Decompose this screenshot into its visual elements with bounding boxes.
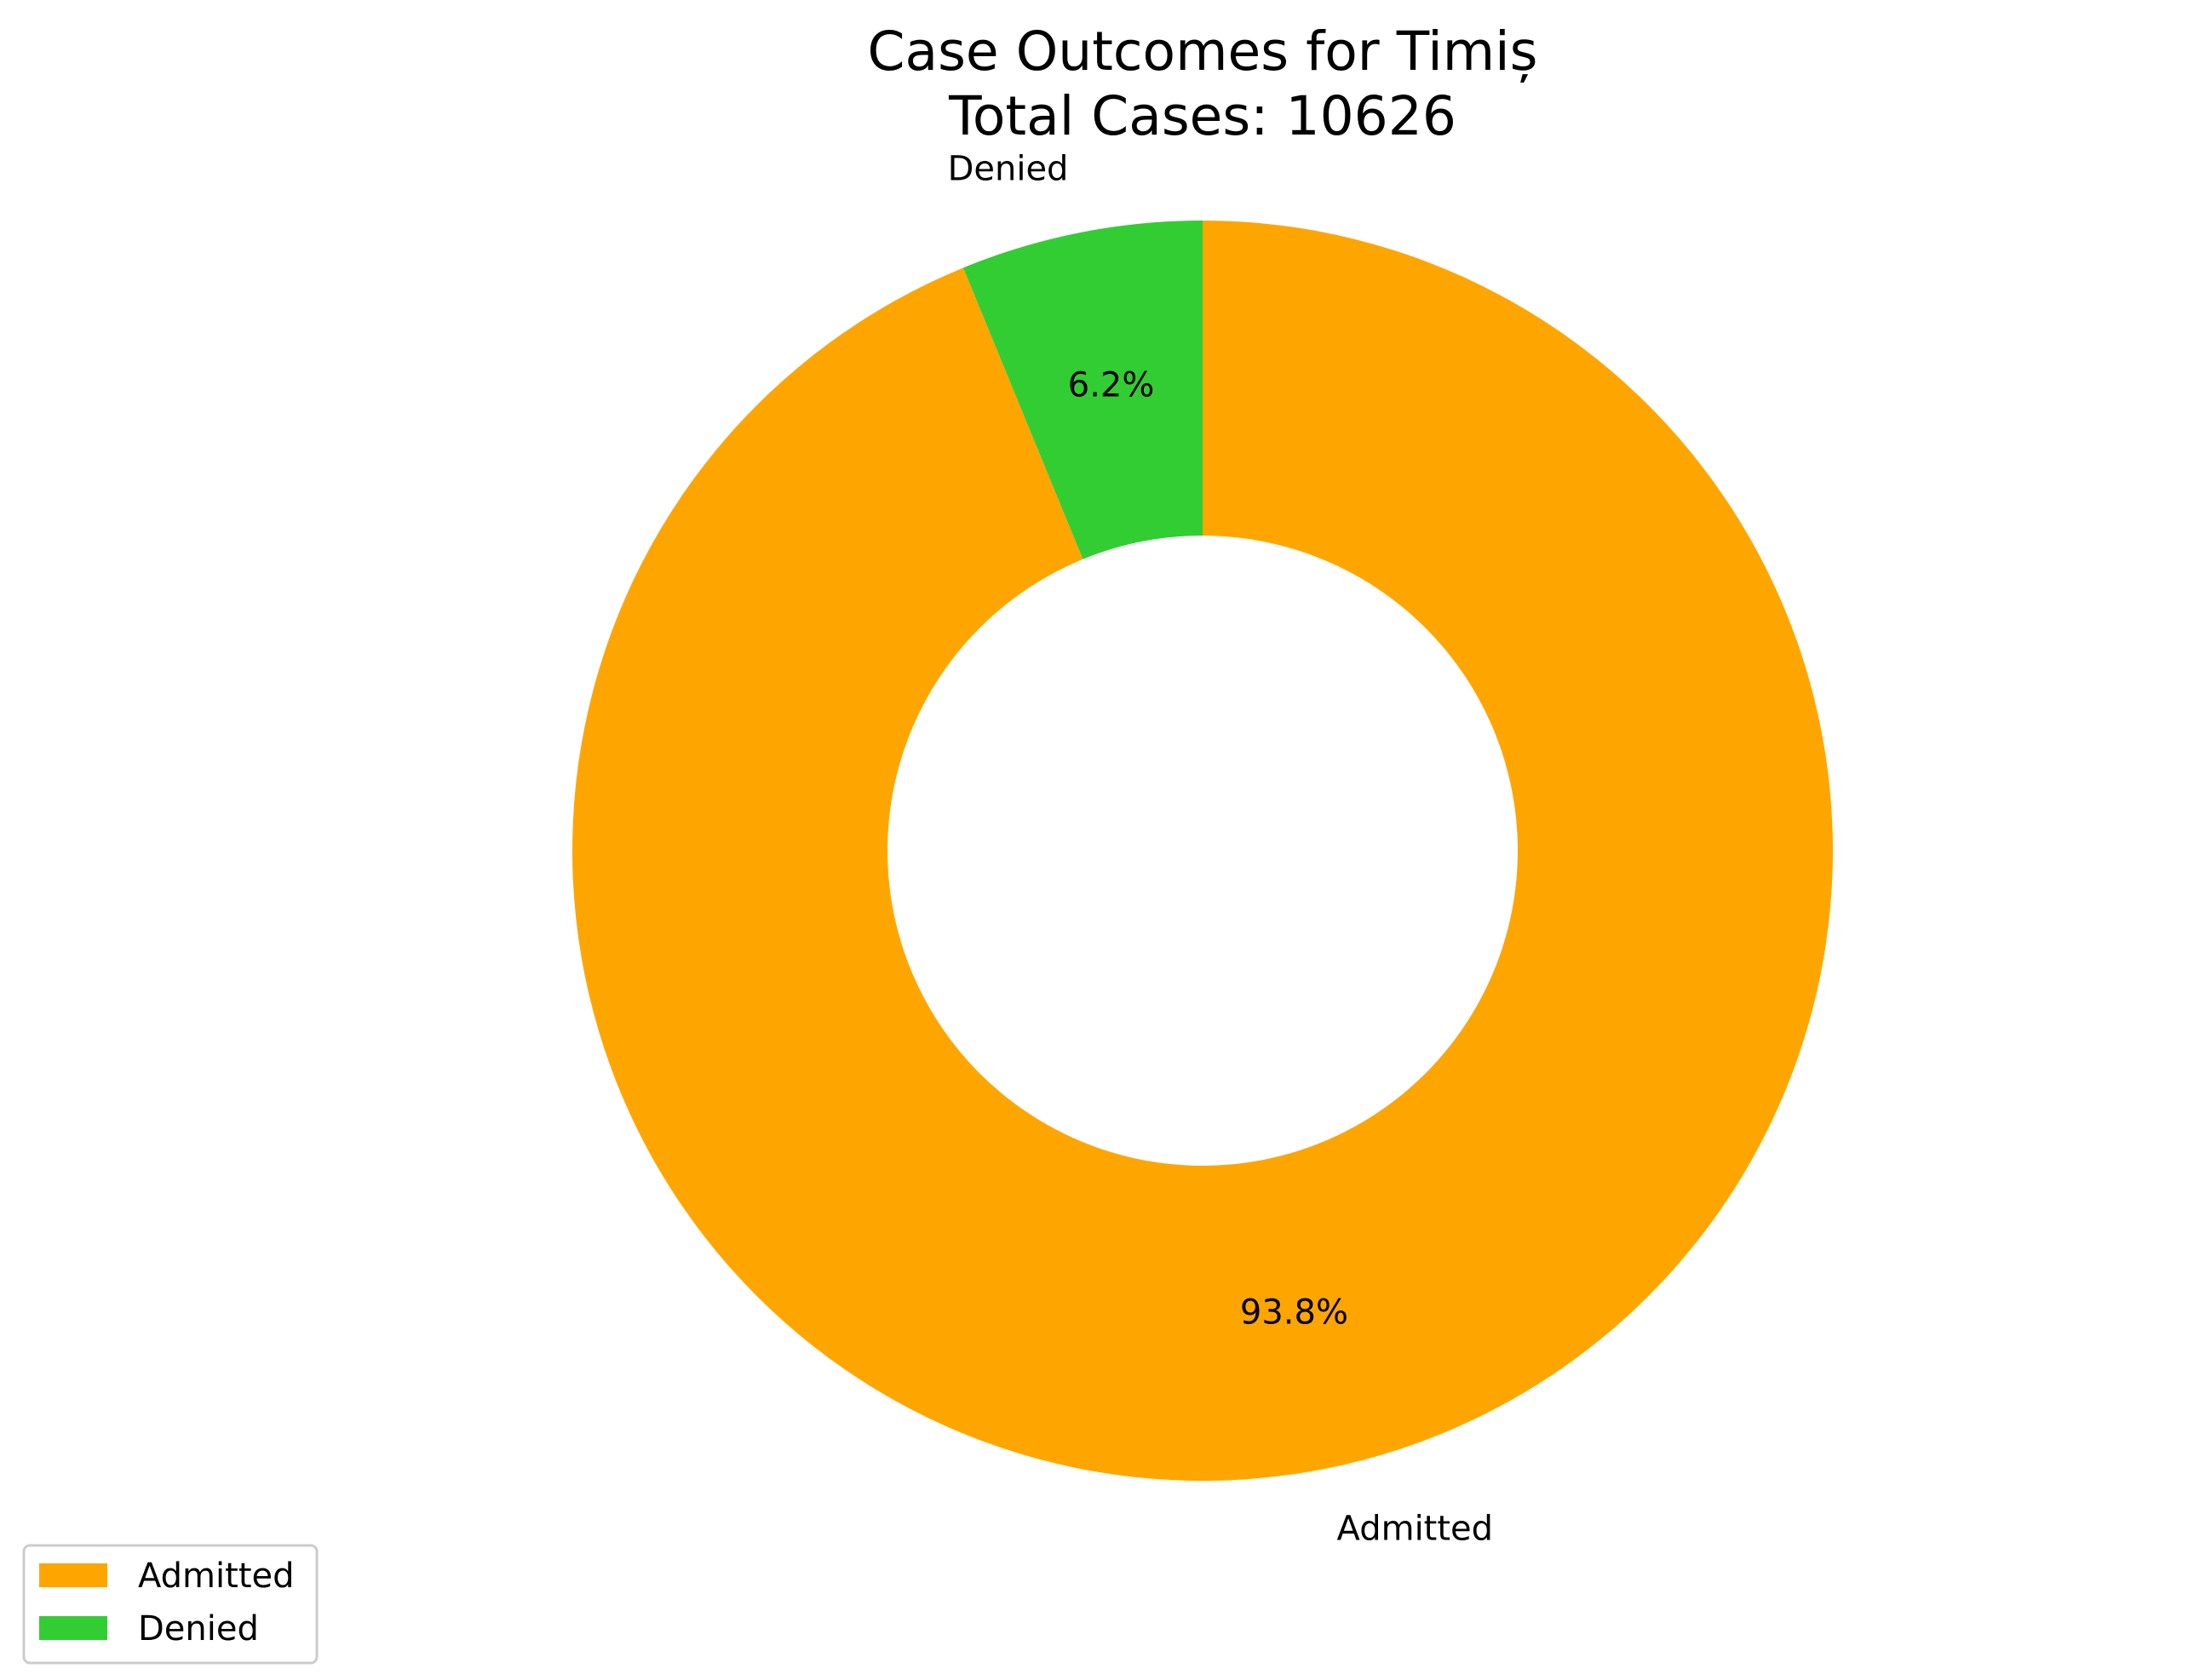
slice-admitted	[572, 221, 1834, 1481]
slice-label-denied: Denied	[948, 149, 1069, 188]
slices-group	[572, 221, 1834, 1481]
chart-title: Case Outcomes for Timiș	[868, 20, 1538, 83]
legend-label-denied: Denied	[138, 1609, 259, 1648]
slice-label-admitted: Admitted	[1337, 1510, 1494, 1549]
slice-pct-denied: 6.2%	[1068, 365, 1155, 404]
legend-swatch-admitted	[39, 1563, 107, 1587]
slice-pct-admitted: 93.8%	[1240, 1293, 1348, 1333]
slice-denied	[962, 221, 1203, 559]
chart-subtitle: Total Cases: 10626	[948, 85, 1456, 147]
labels-group: Admitted 93.8% Denied 6.2%	[948, 149, 1493, 1548]
legend-label-admitted: Admitted	[138, 1557, 295, 1596]
legend-swatch-denied	[39, 1616, 107, 1640]
legend: Admitted Denied	[22, 1544, 319, 1665]
